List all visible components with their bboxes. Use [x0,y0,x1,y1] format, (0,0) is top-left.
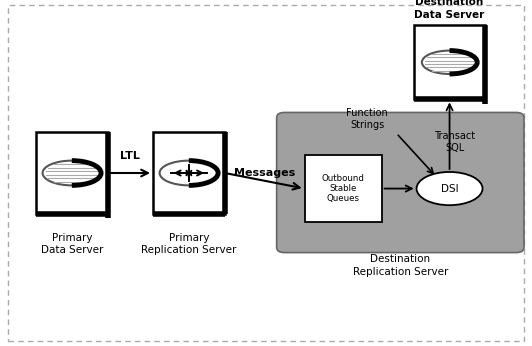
Bar [153,133,225,214]
Text: Destination
Replication Server: Destination Replication Server [353,254,448,277]
Bar [36,133,107,214]
Text: Primary
Data Server: Primary Data Server [40,233,103,255]
Text: DSI: DSI [440,184,459,193]
Ellipse shape [43,161,101,185]
FancyBboxPatch shape [277,112,524,253]
Text: Destination
Data Server: Destination Data Server [414,0,485,20]
Text: Messages: Messages [234,168,295,178]
Text: LTL: LTL [120,151,140,161]
Text: Outbound
Stable
Queues: Outbound Stable Queues [322,174,364,203]
Ellipse shape [160,161,218,185]
Ellipse shape [422,51,477,74]
Bar [414,25,485,100]
Text: Primary
Replication Server: Primary Replication Server [141,233,237,255]
Text: Transact
SQL: Transact SQL [434,131,476,153]
Ellipse shape [417,172,483,205]
Bar [304,155,382,222]
Text: Function
Strings: Function Strings [346,108,388,130]
